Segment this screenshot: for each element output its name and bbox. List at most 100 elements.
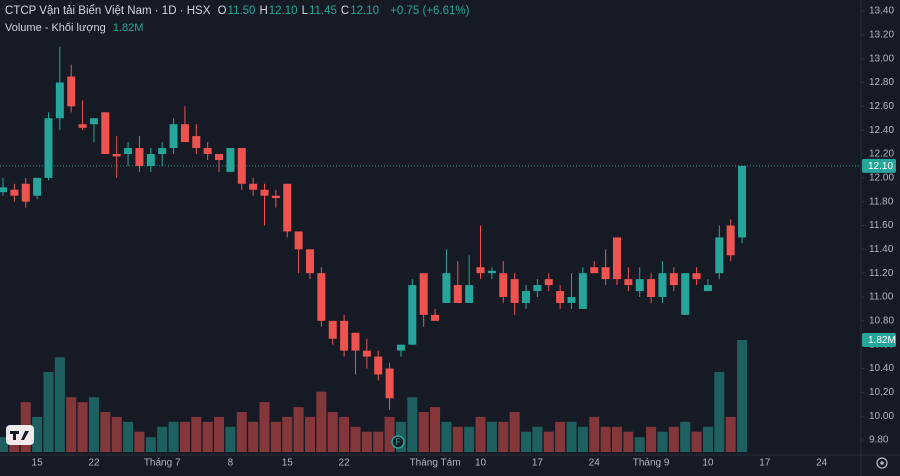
- volume-bar: [680, 421, 691, 452]
- volume-value: 1.82M: [112, 22, 144, 34]
- y-tick-label: 11.60: [869, 220, 894, 231]
- candle-body: [419, 273, 428, 315]
- candle-body: [305, 249, 314, 274]
- x-tick-label: 8: [228, 458, 234, 469]
- candle-body: [0, 187, 7, 193]
- volume-bar: [259, 402, 270, 452]
- y-tick-label: 13.20: [869, 29, 894, 40]
- x-tick-label: 24: [589, 458, 601, 469]
- x-tick-label: Tháng Tám: [410, 458, 461, 469]
- volume-bar: [270, 421, 281, 452]
- candle-body: [89, 118, 98, 125]
- volume-bar: [725, 416, 736, 452]
- y-tick-label: 11.00: [869, 292, 894, 303]
- volume-bar: [304, 416, 315, 452]
- candle-body: [533, 285, 542, 292]
- volume-bar: [634, 437, 645, 452]
- y-tick-label: 12.20: [869, 149, 894, 160]
- candle-body: [351, 332, 360, 351]
- volume-bar: [373, 431, 384, 452]
- last-price-box: [862, 158, 896, 173]
- volume-title: Volume - Khối lượng: [5, 22, 106, 34]
- candle-body: [44, 118, 53, 178]
- volume-axis-label: 1.82M: [868, 335, 896, 346]
- settings-icon[interactable]: [876, 457, 888, 469]
- candle-body: [476, 267, 485, 274]
- candle-body: [510, 279, 519, 303]
- candle-body: [271, 195, 280, 199]
- legend-value: 12.10: [350, 5, 379, 17]
- candle-body: [180, 124, 189, 143]
- candle-body: [624, 279, 633, 286]
- volume-bar: [43, 372, 54, 452]
- volume-bar: [248, 421, 259, 452]
- candle-body: [362, 350, 371, 357]
- volume-bar: [111, 416, 122, 452]
- volume-bar: [714, 372, 725, 452]
- candle-body: [590, 267, 599, 274]
- candle-body: [340, 320, 349, 351]
- volume-bar: [691, 431, 702, 452]
- volume-bar: [600, 426, 611, 452]
- volume-bar: [737, 340, 748, 452]
- volume-bar: [657, 431, 668, 452]
- y-tick-label: 12.60: [869, 101, 894, 112]
- candle-body: [374, 356, 383, 375]
- y-tick-label: 13.40: [869, 6, 894, 17]
- volume-bar: [668, 426, 679, 452]
- candle-body: [215, 154, 224, 160]
- candle-body: [578, 273, 587, 309]
- volume-bar: [407, 397, 418, 452]
- volume-bar: [168, 421, 179, 452]
- y-tick-label: 9.80: [869, 435, 889, 446]
- candle-body: [260, 189, 269, 196]
- candle-body: [169, 124, 178, 149]
- y-tick-label: 13.00: [869, 53, 894, 64]
- candle-body: [10, 189, 19, 196]
- x-tick-label: 15: [32, 458, 44, 469]
- candle-body: [294, 231, 303, 250]
- candle-body: [33, 177, 42, 196]
- candle-body: [487, 270, 496, 274]
- x-tick-label: 22: [339, 458, 351, 469]
- legend-value: 11.45: [308, 5, 337, 17]
- candle-body: [635, 279, 644, 292]
- candle-body: [192, 136, 201, 149]
- volume-bar: [543, 431, 554, 452]
- volume-bar: [441, 421, 452, 452]
- legend-key: O: [217, 5, 227, 17]
- x-tick-label: Tháng 9: [633, 458, 670, 469]
- candle-body: [726, 225, 735, 256]
- candle-body: [158, 148, 167, 154]
- y-tick-label: 11.20: [869, 268, 894, 279]
- candle-body: [237, 148, 246, 184]
- candle-body: [738, 165, 747, 238]
- event-marker[interactable]: F: [391, 435, 405, 449]
- volume-bar: [214, 416, 225, 452]
- legend-value: 11.50: [227, 5, 256, 17]
- volume-bar: [88, 397, 99, 452]
- volume-bar: [646, 426, 657, 452]
- volume-bar: [316, 391, 327, 452]
- volume-bar: [509, 412, 520, 452]
- candle-body: [442, 273, 451, 303]
- volume-bar: [339, 416, 350, 452]
- volume-bar: [702, 426, 713, 452]
- candle-body: [522, 291, 531, 303]
- candle-body: [499, 273, 508, 297]
- candle-body: [21, 183, 30, 202]
- candle-body: [681, 273, 690, 315]
- candle-body: [715, 237, 724, 274]
- volume-pane: [0, 340, 748, 452]
- candle-body: [249, 183, 258, 190]
- candle-body: [203, 148, 212, 154]
- y-tick-label: 11.80: [869, 196, 894, 207]
- candle-body: [612, 237, 621, 280]
- volume-legend: Volume - Khối lượng 1.82M: [5, 22, 147, 34]
- candle-body: [78, 124, 87, 128]
- ohlc-legend: O11.50 H12.10 L11.45 C12.10: [218, 5, 383, 17]
- volume-bar: [623, 431, 634, 452]
- volume-bar: [134, 431, 145, 452]
- volume-bar: [236, 412, 247, 452]
